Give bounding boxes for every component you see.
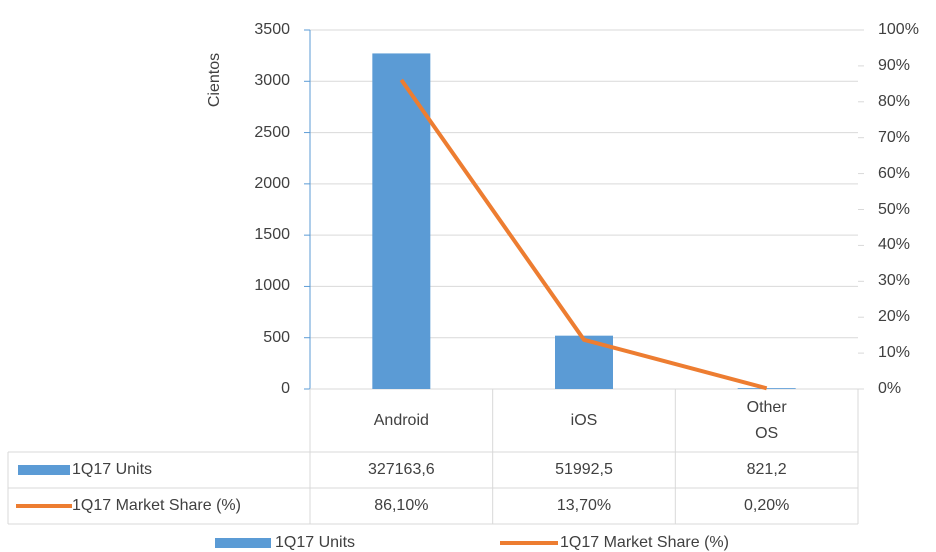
table-value: 86,10% — [374, 497, 429, 514]
bar — [372, 53, 431, 390]
table-key — [18, 465, 70, 475]
y2-tick-label: 20% — [878, 308, 911, 326]
table-value: 13,70% — [556, 497, 612, 514]
legend-label: 1Q17 Units — [275, 534, 356, 551]
table-value: 0,20% — [743, 497, 790, 514]
x-tick-label: Android — [310, 389, 493, 452]
x-tick-label: iOS — [493, 389, 676, 452]
y-tick-label: 1500 — [254, 226, 290, 244]
category-text: iOS — [570, 411, 598, 429]
x-tick-label: Other OS — [675, 389, 858, 452]
legend-label: 1Q17 Market Share (%) — [560, 534, 729, 551]
y2-tick-label: 0% — [878, 380, 902, 397]
table-row-header: 1Q17 Units — [72, 461, 153, 478]
y-tick-label: 0 — [281, 380, 290, 397]
y2-tick-label: 30% — [878, 272, 911, 290]
table-row-header: 1Q17 Market Share (%) — [72, 497, 241, 514]
y-tick-label: 1000 — [254, 277, 290, 295]
y2-tick-label: 40% — [878, 236, 911, 254]
y-tick-label: 3000 — [254, 72, 290, 90]
table-value: 821,2 — [746, 461, 787, 478]
bar — [737, 388, 796, 389]
y2-tick-label: 60% — [878, 164, 911, 182]
y-tick-label: 2000 — [254, 174, 290, 192]
y2-tick-label: 90% — [878, 56, 911, 74]
y-tick-label: 3500 — [254, 21, 290, 38]
category-text: Other OS — [746, 398, 787, 442]
y2-tick-label: 10% — [878, 344, 911, 362]
y-axis-label: Cientos — [206, 52, 223, 108]
y2-tick-label: 80% — [878, 92, 911, 110]
table-value: 327163,6 — [367, 461, 435, 478]
y2-tick-label: 50% — [878, 200, 911, 218]
legend-key — [215, 538, 271, 548]
y-tick-label: 2500 — [254, 123, 290, 141]
table-value: 51992,5 — [555, 461, 613, 478]
line — [399, 78, 768, 391]
y2-tick-label: 100% — [878, 21, 919, 38]
y2-tick-label: 70% — [878, 128, 911, 146]
category-text: Android — [373, 411, 429, 429]
y-tick-label: 500 — [263, 328, 290, 346]
